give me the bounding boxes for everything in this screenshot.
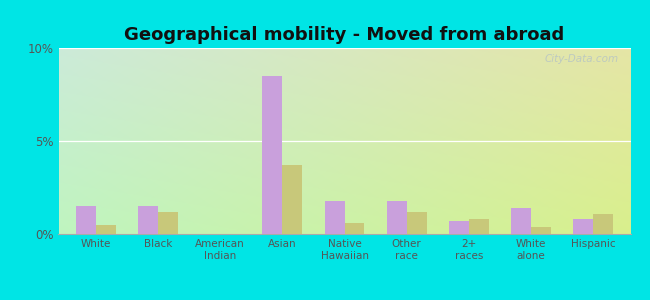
Title: Geographical mobility - Moved from abroad: Geographical mobility - Moved from abroa… bbox=[124, 26, 565, 44]
Text: City-Data.com: City-Data.com bbox=[545, 54, 619, 64]
Bar bbox=[449, 221, 469, 234]
Bar bbox=[96, 225, 116, 234]
Bar bbox=[76, 206, 96, 234]
Bar bbox=[344, 223, 365, 234]
Bar bbox=[469, 219, 489, 234]
Bar bbox=[407, 212, 426, 234]
Bar bbox=[282, 165, 302, 234]
Bar bbox=[158, 212, 178, 234]
Legend: West Haven, CT, Connecticut: West Haven, CT, Connecticut bbox=[213, 296, 476, 300]
Bar bbox=[387, 200, 407, 234]
Bar bbox=[593, 214, 613, 234]
Bar bbox=[511, 208, 531, 234]
Bar bbox=[324, 200, 345, 234]
Bar bbox=[138, 206, 158, 234]
Bar bbox=[531, 226, 551, 234]
Bar bbox=[573, 219, 593, 234]
Bar bbox=[263, 76, 282, 234]
